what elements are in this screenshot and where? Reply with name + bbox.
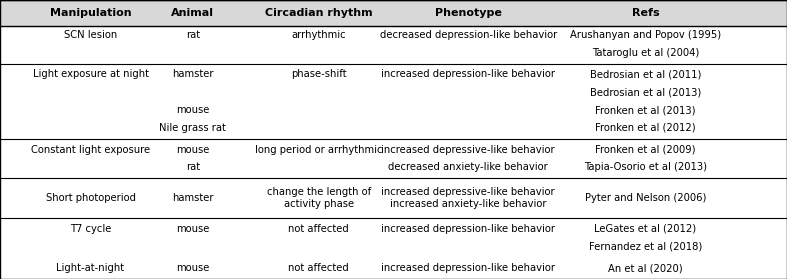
Text: Fronken et al (2013): Fronken et al (2013) xyxy=(595,105,696,115)
Text: Tataroglu et al (2004): Tataroglu et al (2004) xyxy=(592,48,699,58)
Text: Constant light exposure: Constant light exposure xyxy=(31,145,150,155)
Text: increased depression-like behavior: increased depression-like behavior xyxy=(381,69,556,80)
Text: Bedrosian et al (2011): Bedrosian et al (2011) xyxy=(589,69,701,80)
Text: hamster: hamster xyxy=(172,69,213,80)
Text: Animal: Animal xyxy=(172,8,214,18)
Text: Phenotype: Phenotype xyxy=(435,8,501,18)
Text: rat: rat xyxy=(186,162,200,172)
Text: increased depressive-like behavior: increased depressive-like behavior xyxy=(382,145,555,155)
Text: not affected: not affected xyxy=(288,263,349,273)
Text: increased depression-like behavior: increased depression-like behavior xyxy=(381,223,556,234)
Text: Refs: Refs xyxy=(631,8,660,18)
Text: Fernandez et al (2018): Fernandez et al (2018) xyxy=(589,241,702,251)
Text: Pyter and Nelson (2006): Pyter and Nelson (2006) xyxy=(585,193,706,203)
Text: LeGates et al (2012): LeGates et al (2012) xyxy=(594,223,696,234)
Text: Circadian rhythm: Circadian rhythm xyxy=(265,8,372,18)
Text: change the length of
activity phase: change the length of activity phase xyxy=(267,187,371,209)
Text: An et al (2020): An et al (2020) xyxy=(608,263,682,273)
Text: not affected: not affected xyxy=(288,223,349,234)
Text: mouse: mouse xyxy=(176,145,209,155)
Text: mouse: mouse xyxy=(176,263,209,273)
Text: SCN lesion: SCN lesion xyxy=(64,30,117,40)
Text: Tapia-Osorio et al (2013): Tapia-Osorio et al (2013) xyxy=(584,162,707,172)
Text: long period or arrhythmic: long period or arrhythmic xyxy=(255,145,382,155)
Text: Short photoperiod: Short photoperiod xyxy=(46,193,135,203)
Text: Manipulation: Manipulation xyxy=(50,8,131,18)
Text: Nile grass rat: Nile grass rat xyxy=(160,123,226,133)
Text: increased depressive-like behavior
increased anxiety-like behavior: increased depressive-like behavior incre… xyxy=(382,187,555,209)
Text: rat: rat xyxy=(186,30,200,40)
Bar xyxy=(0,0,787,26)
Text: T7 cycle: T7 cycle xyxy=(70,223,111,234)
Text: Fronken et al (2009): Fronken et al (2009) xyxy=(595,145,696,155)
Text: increased depression-like behavior: increased depression-like behavior xyxy=(381,263,556,273)
Text: Arushanyan and Popov (1995): Arushanyan and Popov (1995) xyxy=(570,30,721,40)
Text: Light-at-night: Light-at-night xyxy=(57,263,124,273)
Text: hamster: hamster xyxy=(172,193,213,203)
Text: mouse: mouse xyxy=(176,105,209,115)
Text: decreased depression-like behavior: decreased depression-like behavior xyxy=(379,30,557,40)
Text: decreased anxiety-like behavior: decreased anxiety-like behavior xyxy=(389,162,548,172)
Text: Bedrosian et al (2013): Bedrosian et al (2013) xyxy=(589,87,701,97)
Text: phase-shift: phase-shift xyxy=(291,69,346,80)
Text: Light exposure at night: Light exposure at night xyxy=(32,69,149,80)
Text: arrhythmic: arrhythmic xyxy=(291,30,346,40)
Text: Fronken et al (2012): Fronken et al (2012) xyxy=(595,123,696,133)
Text: mouse: mouse xyxy=(176,223,209,234)
